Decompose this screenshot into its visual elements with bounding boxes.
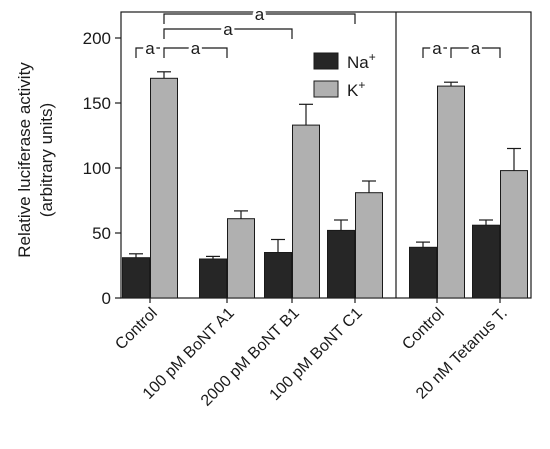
legend-label-base: K <box>347 81 359 100</box>
legend-label: Na+ <box>347 50 376 72</box>
bar-na <box>409 246 437 299</box>
bar-na <box>327 229 355 299</box>
bar-k <box>150 77 178 299</box>
significance-label: a <box>432 39 442 58</box>
legend-swatch <box>313 52 339 70</box>
bar-na <box>264 252 292 299</box>
y-tick-label: 0 <box>102 289 111 308</box>
significance-label: a <box>223 20 233 39</box>
legend-label-base: Na <box>347 53 369 72</box>
y-tick-label: 150 <box>83 94 111 113</box>
legend: Na+K+ <box>313 50 376 100</box>
category-label: Control <box>399 305 447 353</box>
significance-label: a <box>255 5 265 24</box>
y-axis-title-line: Relative luciferase activity <box>15 62 34 258</box>
legend-swatch <box>313 80 339 98</box>
bracket-line <box>163 28 293 39</box>
plot-area: 0 50 100 150 200 Relative luciferase activity… <box>15 2 532 410</box>
bar-na <box>472 224 500 299</box>
significance-bracket: a <box>163 17 293 42</box>
bracket-line <box>450 47 501 58</box>
bar-na <box>122 257 150 299</box>
plot-frame <box>120 11 532 299</box>
bar-k <box>500 170 528 299</box>
bracket-line <box>422 47 447 58</box>
bar-na <box>199 258 227 299</box>
legend-label: K+ <box>347 78 365 100</box>
y-tick-label: 200 <box>83 29 111 48</box>
legend-label-sup: + <box>369 50 376 64</box>
y-tick-label: 50 <box>92 224 111 243</box>
significance-label: a <box>145 39 155 58</box>
significance-label: a <box>471 39 481 58</box>
legend-label-sup: + <box>358 78 365 92</box>
category-label: Control <box>112 305 160 353</box>
significance-bracket: aa <box>135 36 228 61</box>
significance-bracket: a <box>163 2 356 27</box>
y-tick-label: 100 <box>83 159 111 178</box>
significance-label: a <box>191 39 201 58</box>
bracket-line <box>135 47 160 58</box>
bracket-line <box>163 13 356 24</box>
bar-k <box>437 85 465 299</box>
y-axis-title: Relative luciferase activity (arbitrary u… <box>15 62 56 258</box>
bar-k <box>292 124 320 299</box>
y-axis-title-line: (arbitrary units) <box>37 103 56 217</box>
bar-k <box>227 218 255 299</box>
significance-bracket: aa <box>422 36 501 61</box>
bracket-line <box>163 47 228 58</box>
bar-k <box>355 192 383 299</box>
